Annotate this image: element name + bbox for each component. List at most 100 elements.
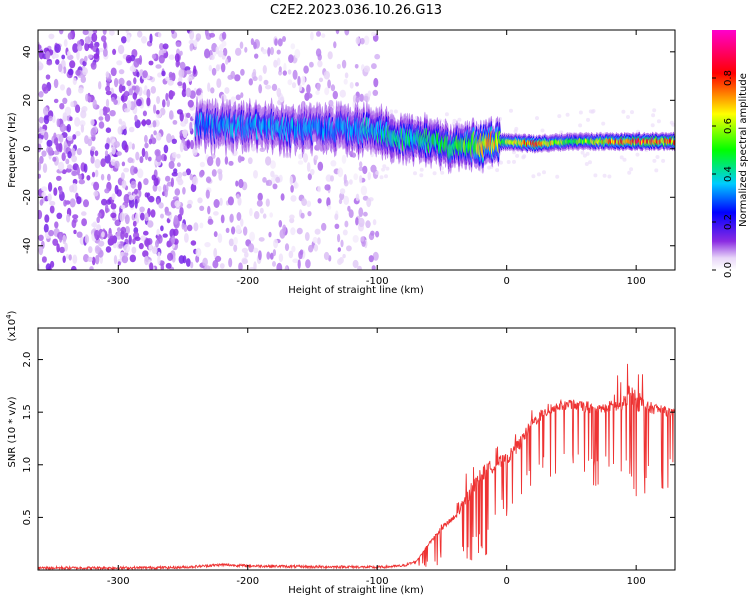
heatmap-cell	[168, 71, 173, 78]
heatmap-cell	[98, 121, 105, 129]
heatmap-cell	[43, 223, 49, 233]
heatmap-cell	[76, 231, 83, 238]
heatmap-cell	[252, 76, 258, 82]
heatmap-cell	[176, 162, 181, 167]
heatmap-cell	[129, 254, 136, 263]
spectrogram-x-label: Height of straight line (km)	[288, 285, 424, 296]
heatmap-cell	[58, 232, 63, 243]
heatmap-cell	[87, 256, 93, 262]
heatmap-cell	[250, 38, 254, 46]
heatmap-cell	[184, 66, 191, 71]
heatmap-cell	[62, 234, 67, 245]
heatmap-cell	[138, 242, 144, 250]
heatmap-cell	[114, 184, 119, 195]
heatmap-cell	[262, 213, 267, 219]
heatmap-cell	[355, 82, 359, 87]
heatmap-cell	[243, 226, 248, 236]
heatmap-cell	[101, 35, 107, 42]
heatmap-cell	[266, 251, 271, 260]
heatmap-cell	[140, 212, 145, 221]
heatmap-cell	[163, 144, 169, 154]
heatmap-cell	[215, 46, 220, 55]
heatmap-cell	[94, 229, 100, 240]
heatmap-cell	[52, 156, 57, 162]
heatmap-cell	[231, 226, 236, 235]
heatmap-cell	[59, 123, 66, 133]
heatmap-cell	[358, 175, 363, 184]
heatmap-cell	[110, 203, 117, 210]
heatmap-cell	[94, 150, 99, 157]
heatmap-cell	[290, 195, 297, 202]
heatmap-cell	[651, 113, 656, 118]
heatmap-cell	[656, 119, 661, 124]
heatmap-cell	[578, 123, 583, 128]
heatmap-cell	[118, 118, 123, 125]
heatmap-cell	[128, 88, 134, 96]
heatmap-cell	[211, 169, 217, 177]
heatmap-cell	[91, 256, 96, 266]
heatmap-cell	[38, 44, 42, 50]
heatmap-cell	[98, 240, 105, 247]
heatmap-cell	[580, 150, 585, 155]
heatmap-cell	[130, 180, 137, 189]
heatmap-cell	[41, 256, 47, 263]
heatmap-cell	[221, 55, 226, 60]
heatmap-cell	[81, 211, 87, 216]
heatmap-cell	[131, 143, 135, 150]
heatmap-cell	[221, 40, 227, 47]
heatmap-cell	[109, 235, 115, 246]
heatmap-cell	[78, 179, 86, 185]
heatmap-cell	[273, 59, 278, 68]
heatmap-cell	[48, 33, 55, 40]
heatmap-cell	[110, 67, 117, 77]
heatmap-cell	[348, 209, 354, 219]
heatmap-cell	[626, 115, 630, 119]
heatmap-cell	[162, 43, 169, 50]
heatmap-cell	[354, 64, 359, 69]
heatmap-cell	[38, 122, 41, 129]
heatmap-cell	[276, 49, 281, 55]
heatmap-cell	[52, 238, 59, 246]
heatmap-cell	[186, 112, 191, 119]
heatmap-cell	[225, 227, 230, 233]
heatmap-cell	[312, 236, 318, 244]
snr-y-label: SNR (10 * v/v)	[7, 396, 18, 467]
heatmap-cell	[39, 199, 44, 206]
heatmap-cell	[241, 257, 248, 265]
heatmap-cell	[314, 228, 321, 235]
heatmap-cell	[324, 87, 330, 96]
heatmap-cell	[601, 121, 606, 126]
heatmap-cell	[144, 238, 151, 248]
heatmap-cell	[207, 218, 214, 225]
heatmap-cell	[358, 166, 364, 172]
heatmap-cell	[204, 242, 211, 248]
heatmap-cell	[120, 95, 125, 102]
heatmap-cell	[240, 218, 244, 227]
heatmap-cell	[276, 87, 282, 98]
heatmap-cell	[73, 229, 77, 235]
heatmap-cell	[265, 156, 272, 166]
heatmap-cell	[535, 116, 539, 121]
heatmap-cell	[172, 151, 177, 159]
heatmap-cell	[70, 147, 76, 158]
heatmap-cell	[165, 262, 172, 269]
heatmap-cell	[48, 229, 54, 237]
heatmap-cell	[316, 83, 321, 92]
heatmap-cell	[259, 207, 264, 214]
snr-panel: -300 -200 -100 0 100 0.5 1.0 1.5 2.0 Height of …	[5, 310, 676, 596]
heatmap-cell	[370, 230, 375, 236]
heatmap-cell	[540, 128, 545, 133]
heatmap-cell	[272, 261, 276, 267]
heatmap-cell	[76, 50, 80, 61]
spectrogram-y-ticks: -40 -20 0 20 40	[22, 45, 675, 254]
heatmap-cell	[230, 70, 236, 79]
heatmap-cell	[61, 54, 66, 60]
heatmap-cell	[112, 48, 117, 56]
heatmap-cell	[97, 212, 102, 218]
heatmap-cell	[136, 98, 142, 107]
heatmap-cell	[512, 159, 516, 164]
heatmap-cell	[47, 193, 52, 202]
heatmap-cell	[179, 50, 183, 56]
snr-series-marks	[38, 363, 675, 570]
heatmap-cell	[84, 42, 90, 52]
